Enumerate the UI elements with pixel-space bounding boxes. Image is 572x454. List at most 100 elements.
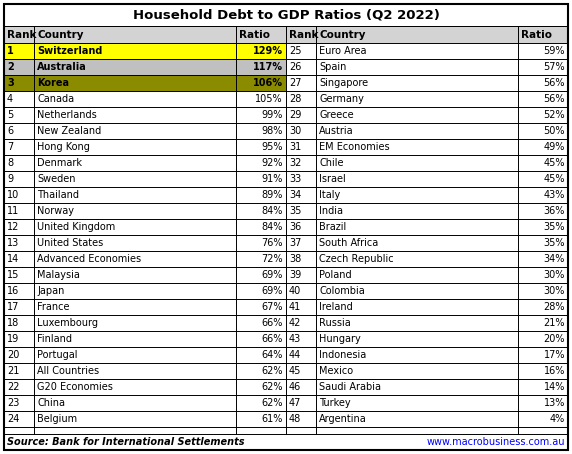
Text: 36: 36 [289, 222, 301, 232]
Text: Belgium: Belgium [37, 414, 77, 424]
Text: Ireland: Ireland [319, 302, 353, 312]
Text: 84%: 84% [261, 222, 283, 232]
Text: 36%: 36% [543, 206, 565, 216]
Bar [4, 171, 286, 187]
Text: Luxembourg: Luxembourg [37, 318, 98, 328]
Bar [4, 331, 286, 347]
Bar [286, 299, 568, 315]
Bar [286, 315, 568, 331]
Bar [4, 219, 286, 235]
Bar [286, 187, 568, 203]
Text: 99%: 99% [261, 110, 283, 120]
Bar [286, 251, 568, 267]
Text: Australia: Australia [37, 62, 87, 72]
Text: Ratio: Ratio [521, 30, 552, 39]
Text: 18: 18 [7, 318, 19, 328]
Text: 13: 13 [7, 238, 19, 248]
Bar [286, 219, 568, 235]
Bar [286, 139, 568, 155]
Text: 89%: 89% [261, 190, 283, 200]
Text: 7: 7 [7, 142, 13, 152]
Text: 56%: 56% [543, 78, 565, 88]
Text: Ratio: Ratio [239, 30, 270, 39]
Text: Finland: Finland [37, 334, 72, 344]
Text: 17%: 17% [543, 350, 565, 360]
Bar [286, 395, 568, 411]
Text: 28%: 28% [543, 302, 565, 312]
Text: 9: 9 [7, 174, 13, 184]
Text: Indonesia: Indonesia [319, 350, 366, 360]
Text: Sweden: Sweden [37, 174, 76, 184]
Text: 49%: 49% [543, 142, 565, 152]
Text: 45: 45 [289, 366, 301, 376]
Bar [4, 411, 286, 427]
Text: 30%: 30% [543, 270, 565, 280]
Bar [4, 203, 286, 219]
Bar [286, 91, 568, 107]
Bar [4, 315, 286, 331]
Bar [286, 379, 568, 395]
Text: Turkey: Turkey [319, 398, 351, 408]
Text: 41: 41 [289, 302, 301, 312]
Bar [286, 59, 568, 75]
Text: 92%: 92% [261, 158, 283, 168]
Bar [286, 203, 568, 219]
Text: 66%: 66% [261, 334, 283, 344]
Text: 21%: 21% [543, 318, 565, 328]
Text: All Countries: All Countries [37, 366, 99, 376]
Text: 14: 14 [7, 254, 19, 264]
Text: Netherlands: Netherlands [37, 110, 97, 120]
Text: 57%: 57% [543, 62, 565, 72]
Text: 22: 22 [7, 382, 19, 392]
Text: Italy: Italy [319, 190, 340, 200]
Text: 91%: 91% [261, 174, 283, 184]
Text: 66%: 66% [261, 318, 283, 328]
Text: Singapore: Singapore [319, 78, 368, 88]
Text: Country: Country [319, 30, 366, 39]
Text: 106%: 106% [253, 78, 283, 88]
Text: 16: 16 [7, 286, 19, 296]
Text: Country: Country [37, 30, 84, 39]
Text: Thailand: Thailand [37, 190, 79, 200]
Text: Portugal: Portugal [37, 350, 77, 360]
Text: 44: 44 [289, 350, 301, 360]
Text: 69%: 69% [261, 286, 283, 296]
Text: 76%: 76% [261, 238, 283, 248]
Text: 19: 19 [7, 334, 19, 344]
Text: Source: Bank for International Settlements: Source: Bank for International Settlemen… [7, 437, 244, 447]
Bar [286, 235, 568, 251]
Text: 5: 5 [7, 110, 13, 120]
Text: Euro Area: Euro Area [319, 46, 367, 56]
Bar [286, 267, 568, 283]
Text: 34: 34 [289, 190, 301, 200]
Bar [286, 107, 568, 123]
Text: 69%: 69% [261, 270, 283, 280]
Text: www.macrobusiness.com.au: www.macrobusiness.com.au [427, 437, 565, 447]
Text: 62%: 62% [261, 366, 283, 376]
Text: United Kingdom: United Kingdom [37, 222, 115, 232]
Bar [4, 283, 286, 299]
Bar [4, 155, 286, 171]
Text: 37: 37 [289, 238, 301, 248]
Text: Russia: Russia [319, 318, 351, 328]
Text: 6: 6 [7, 126, 13, 136]
Text: 13%: 13% [543, 398, 565, 408]
Text: South Africa: South Africa [319, 238, 378, 248]
Text: Austria: Austria [319, 126, 353, 136]
Text: 23: 23 [7, 398, 19, 408]
Text: 35%: 35% [543, 222, 565, 232]
Text: Poland: Poland [319, 270, 352, 280]
Text: 16%: 16% [543, 366, 565, 376]
Text: 129%: 129% [253, 46, 283, 56]
Text: G20 Economies: G20 Economies [37, 382, 113, 392]
Text: 8: 8 [7, 158, 13, 168]
Text: Saudi Arabia: Saudi Arabia [319, 382, 381, 392]
Bar [286, 75, 568, 91]
Text: 67%: 67% [261, 302, 283, 312]
Text: 25: 25 [289, 46, 301, 56]
Text: 43: 43 [289, 334, 301, 344]
Bar [4, 251, 286, 267]
Text: 2: 2 [7, 62, 14, 72]
Text: 72%: 72% [261, 254, 283, 264]
Bar [286, 43, 568, 59]
